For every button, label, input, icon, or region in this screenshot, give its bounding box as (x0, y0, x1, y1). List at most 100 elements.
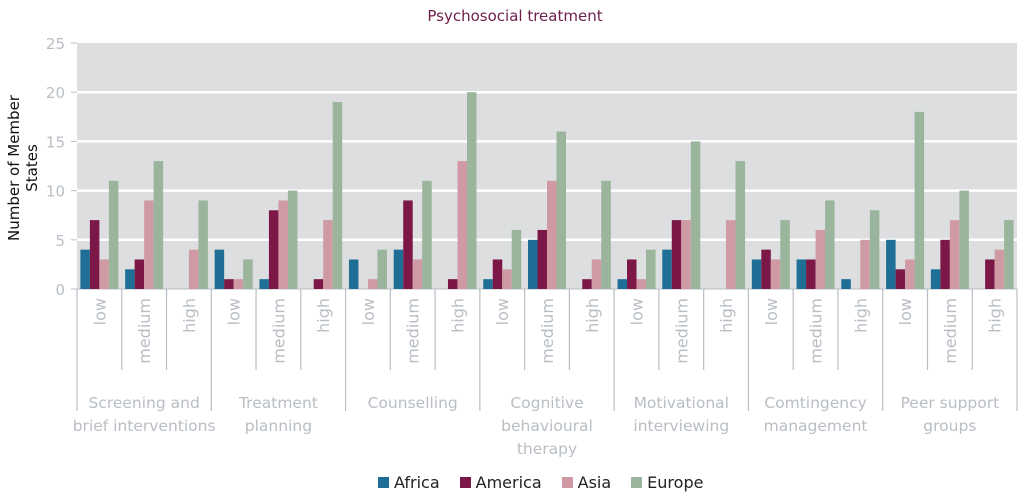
bar-asia (502, 269, 512, 289)
x-group-label: Screening and (88, 394, 199, 412)
bar-asia (144, 200, 154, 289)
bar-america (671, 220, 682, 289)
bar-africa (841, 279, 851, 289)
bar-america (224, 279, 234, 289)
bar-asia (188, 249, 199, 289)
legend-item-africa: Africa (378, 473, 440, 492)
bar-america (268, 210, 279, 289)
y-tick-label: 0 (55, 281, 65, 299)
bar-asia (949, 220, 960, 289)
legend-item-america: America (459, 473, 542, 492)
legend-label-america: America (475, 473, 542, 492)
x-subcategory-label: medium (807, 298, 826, 364)
x-subcategory-label: high (851, 298, 870, 333)
bar-europe (646, 249, 656, 289)
x-group-label: planning (245, 417, 312, 435)
legend-label-africa: Africa (394, 473, 440, 492)
legend-swatch-europe (631, 477, 643, 488)
bar-asia (547, 180, 557, 289)
bar-africa (751, 259, 762, 289)
chart-plot: 0 5 10 15 20 25 low medium high low medium high low m… (46, 35, 1018, 458)
x-subcategory-label: medium (941, 298, 960, 364)
bar-asia (367, 279, 378, 289)
bar-europe (332, 102, 343, 289)
bar-asia (815, 229, 826, 289)
x-subcategory-label: low (896, 298, 915, 325)
bar-europe (690, 141, 701, 289)
x-group-label: behavioural (501, 417, 593, 435)
bar-africa (483, 279, 493, 289)
x-subcategory-label: high (986, 298, 1005, 333)
x-group-label: management (764, 417, 868, 435)
bar-africa (348, 259, 359, 289)
x-subcategory-label: high (717, 298, 736, 333)
bar-asia (770, 259, 781, 289)
x-subcategory-label: high (448, 298, 467, 333)
bar-europe (601, 180, 611, 289)
bar-europe (466, 92, 477, 289)
bar-europe (825, 200, 835, 289)
x-group-label: Motivational (634, 394, 729, 412)
legend-item-europe: Europe (631, 473, 703, 492)
x-group-label: Cognitive (510, 394, 583, 412)
bar-europe (780, 220, 790, 289)
x-subcategory-label: low (628, 298, 647, 325)
y-tick-label: 20 (46, 84, 65, 102)
bar-europe (377, 249, 387, 289)
bar-europe (153, 161, 164, 289)
bar-europe (108, 180, 119, 289)
legend-label-asia: Asia (577, 473, 612, 492)
bar-america (313, 279, 324, 289)
bar-america (985, 259, 995, 289)
bar-asia (412, 259, 423, 289)
bar-africa (80, 249, 90, 289)
bar-america (582, 279, 592, 289)
bar-america (806, 259, 816, 289)
bar-asia (99, 259, 109, 289)
x-subcategory-label: medium (538, 298, 557, 364)
x-group-label: brief interventions (73, 417, 216, 435)
x-group-label: Peer support (901, 394, 1000, 412)
bar-asia (636, 279, 647, 289)
bar-asia (323, 220, 333, 289)
x-subcategory-label: medium (135, 298, 154, 364)
legend-label-europe: Europe (647, 473, 704, 492)
bar-asia (994, 249, 1005, 289)
bar-africa (796, 259, 807, 289)
bar-america (895, 269, 906, 289)
bar-america (492, 259, 503, 289)
x-group-label: interviewing (633, 417, 729, 435)
bar-africa (662, 249, 672, 289)
bar-europe (869, 210, 880, 289)
bar-asia (278, 200, 288, 289)
bar-asia (233, 279, 244, 289)
x-subcategory-label: high (583, 298, 602, 333)
x-group-label: groups (923, 417, 976, 435)
bar-africa (617, 279, 628, 289)
bar-america (403, 200, 413, 289)
x-group-label: Comtingency (764, 394, 867, 412)
y-tick-label: 15 (46, 133, 65, 151)
x-group-label: Counselling (368, 394, 458, 412)
bar-america (537, 229, 547, 289)
x-subcategory-label: high (180, 298, 199, 333)
bar-america (940, 239, 950, 289)
legend-item-asia: Asia (561, 473, 612, 492)
bar-africa (393, 249, 404, 289)
bar-asia (591, 259, 602, 289)
x-subcategory-label: low (225, 298, 244, 325)
bar-africa (886, 239, 896, 289)
bar-america (761, 249, 771, 289)
bar-america (447, 279, 458, 289)
x-group-label: Treatment (238, 394, 318, 412)
bar-europe (422, 180, 432, 289)
x-subcategory-label: medium (672, 298, 691, 364)
legend-swatch-america (459, 477, 471, 488)
bar-africa (528, 239, 538, 289)
x-subcategory-label: medium (404, 298, 423, 364)
y-tick-label: 25 (46, 35, 65, 53)
bar-europe (914, 111, 925, 289)
bar-africa (214, 249, 225, 289)
bar-europe (1004, 220, 1014, 289)
legend-swatch-africa (378, 477, 389, 488)
